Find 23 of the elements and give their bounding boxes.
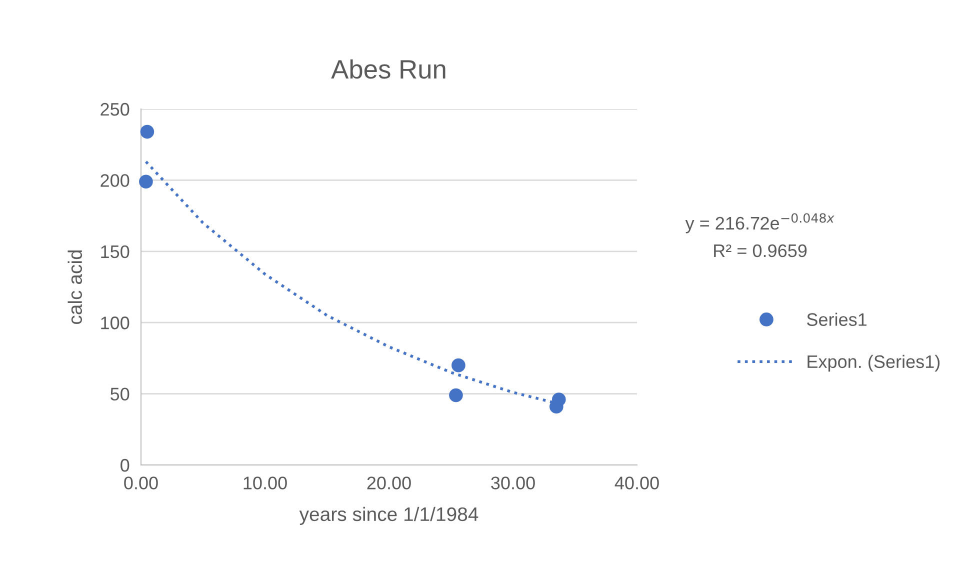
x-tick-label: 30.00 — [491, 476, 535, 490]
y-tick-label: 100 — [101, 316, 130, 330]
text: y = 216.72e$^{−0.048x}$ — [685, 213, 834, 234]
point — [140, 124, 154, 139]
point — [139, 174, 153, 189]
legend-label: Expon. (Series1) — [808, 354, 940, 372]
x-tick-label: 0.00 — [124, 476, 158, 490]
y-tick-label: 200 — [100, 174, 130, 187]
y-axis-title: calc acid — [68, 250, 82, 324]
point — [452, 358, 466, 372]
y-tick-label: 0 — [120, 458, 130, 472]
point — [552, 392, 566, 406]
x-tick-label: 20.00 — [367, 476, 411, 490]
x-axis-title: years since 1/1/1984 — [299, 506, 478, 525]
x-tick-label: 40.00 — [614, 476, 659, 490]
chart-title: Abes Run — [331, 59, 446, 79]
point — [449, 388, 463, 402]
y-tick-label: 150 — [101, 245, 130, 258]
legend-label: Series1 — [807, 312, 867, 326]
y-tick-label: 250 — [100, 102, 130, 116]
text: R² = 0.9659 — [714, 244, 807, 258]
y-tick-label: 50 — [110, 388, 130, 401]
x-tick-label: 10.00 — [244, 476, 287, 490]
